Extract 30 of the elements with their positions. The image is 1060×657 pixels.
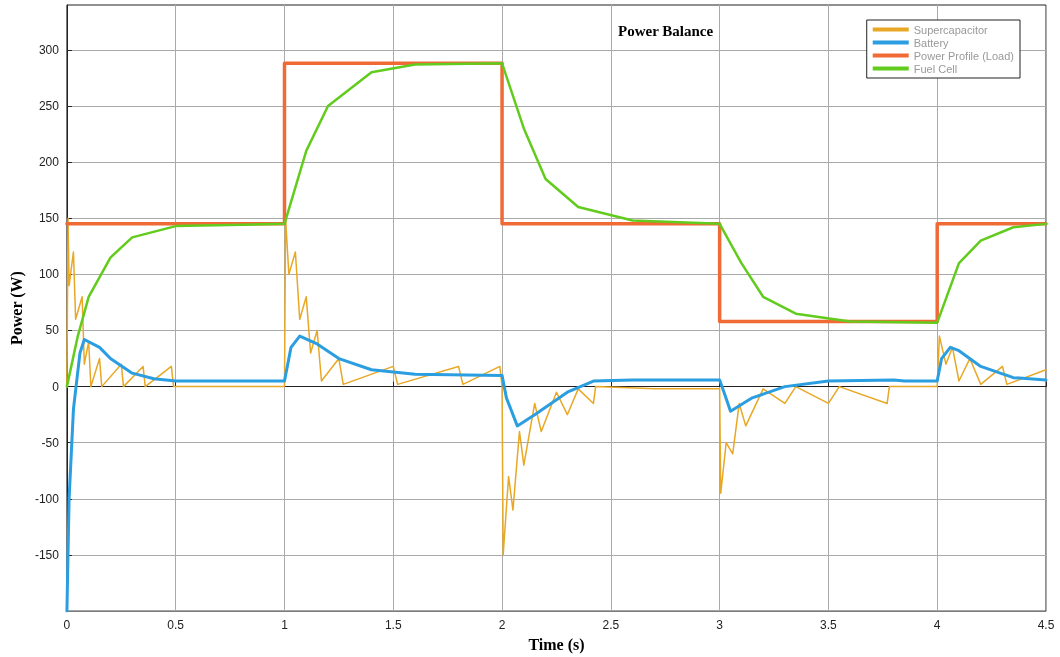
x-tick-label: 4.5 [1037,618,1055,633]
x-tick-label: 3 [716,618,724,633]
x-tick-label: 1.5 [384,618,402,633]
x-tick-label: 4 [933,618,941,633]
y-tick-label: 150 [38,211,60,226]
x-tick-label: 0 [63,618,71,633]
y-tick-label: 250 [38,99,60,114]
legend-label: Fuel Cell [913,62,958,75]
y-tick-label: 200 [38,155,60,170]
y-tick-label: 300 [38,42,60,57]
legend-label: Power Profile (Load) [913,49,1015,62]
legend-label: Supercapacitor [913,23,989,36]
text: Power Balance [618,22,714,39]
x-tick-label: 3.5 [820,618,838,633]
legend-label: Battery [913,36,950,49]
x-tick-label: 2.5 [602,618,620,633]
y-tick-label: -150 [34,547,60,562]
x-tick-label: 1 [281,618,289,633]
line-series [65,62,1048,388]
x-tick-label: 0.5 [167,618,185,633]
y-tick-label: 50 [45,323,60,338]
y-tick-label: 100 [38,267,60,282]
y-tick-label: 0 [52,379,60,394]
line-series [66,217,1047,556]
x-tick-label: 2 [498,618,506,633]
y-tick-label: -50 [41,435,60,450]
x-axis-title: Time (s) [528,635,585,654]
y-axis-title: Power (W) [7,271,26,345]
y-tick-label: -100 [34,491,60,506]
line-series [65,334,1048,613]
